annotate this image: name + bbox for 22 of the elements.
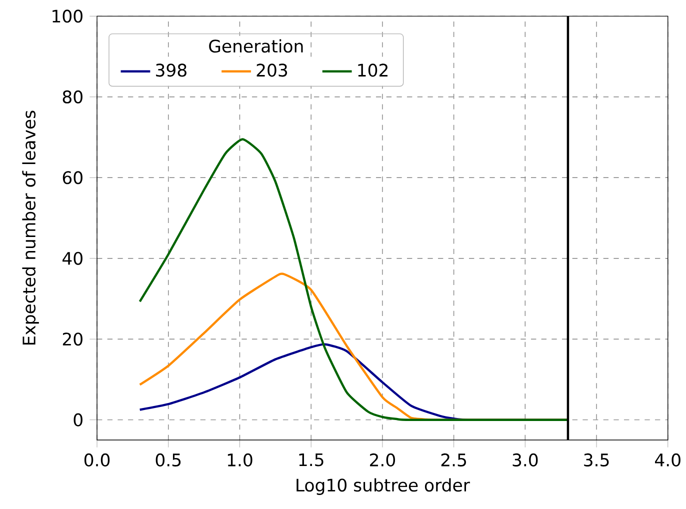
y-tick-label: 0: [74, 413, 82, 426]
legend-label: 398: [156, 64, 186, 77]
x-tick-label: 1.0: [228, 453, 252, 466]
legend-label: 203: [256, 64, 288, 77]
x-tick-label: 4.0: [655, 453, 680, 466]
x-tick-label: 2.5: [441, 453, 466, 466]
x-tick-label: 3.0: [512, 453, 538, 466]
y-tick-label: 80: [62, 90, 82, 104]
x-tick-label: 0.5: [156, 453, 181, 466]
x-axis-title: Log10 subtree order: [296, 478, 470, 495]
legend-label: 102: [358, 64, 388, 77]
x-tick-label: 2.0: [370, 453, 396, 466]
line-series: [138, 138, 570, 421]
legend-title: Generation: [209, 39, 303, 53]
x-tick-label: 1.5: [299, 453, 324, 466]
y-tick-label: 60: [62, 171, 82, 184]
x-tick-label: 3.5: [584, 453, 609, 466]
y-tick-label: 100: [52, 10, 82, 23]
y-tick-label: 40: [62, 252, 82, 265]
y-axis-title: Expected number of leaves: [22, 110, 39, 344]
x-tick-label: 0.0: [84, 453, 110, 466]
y-tick-label: 20: [62, 332, 82, 346]
